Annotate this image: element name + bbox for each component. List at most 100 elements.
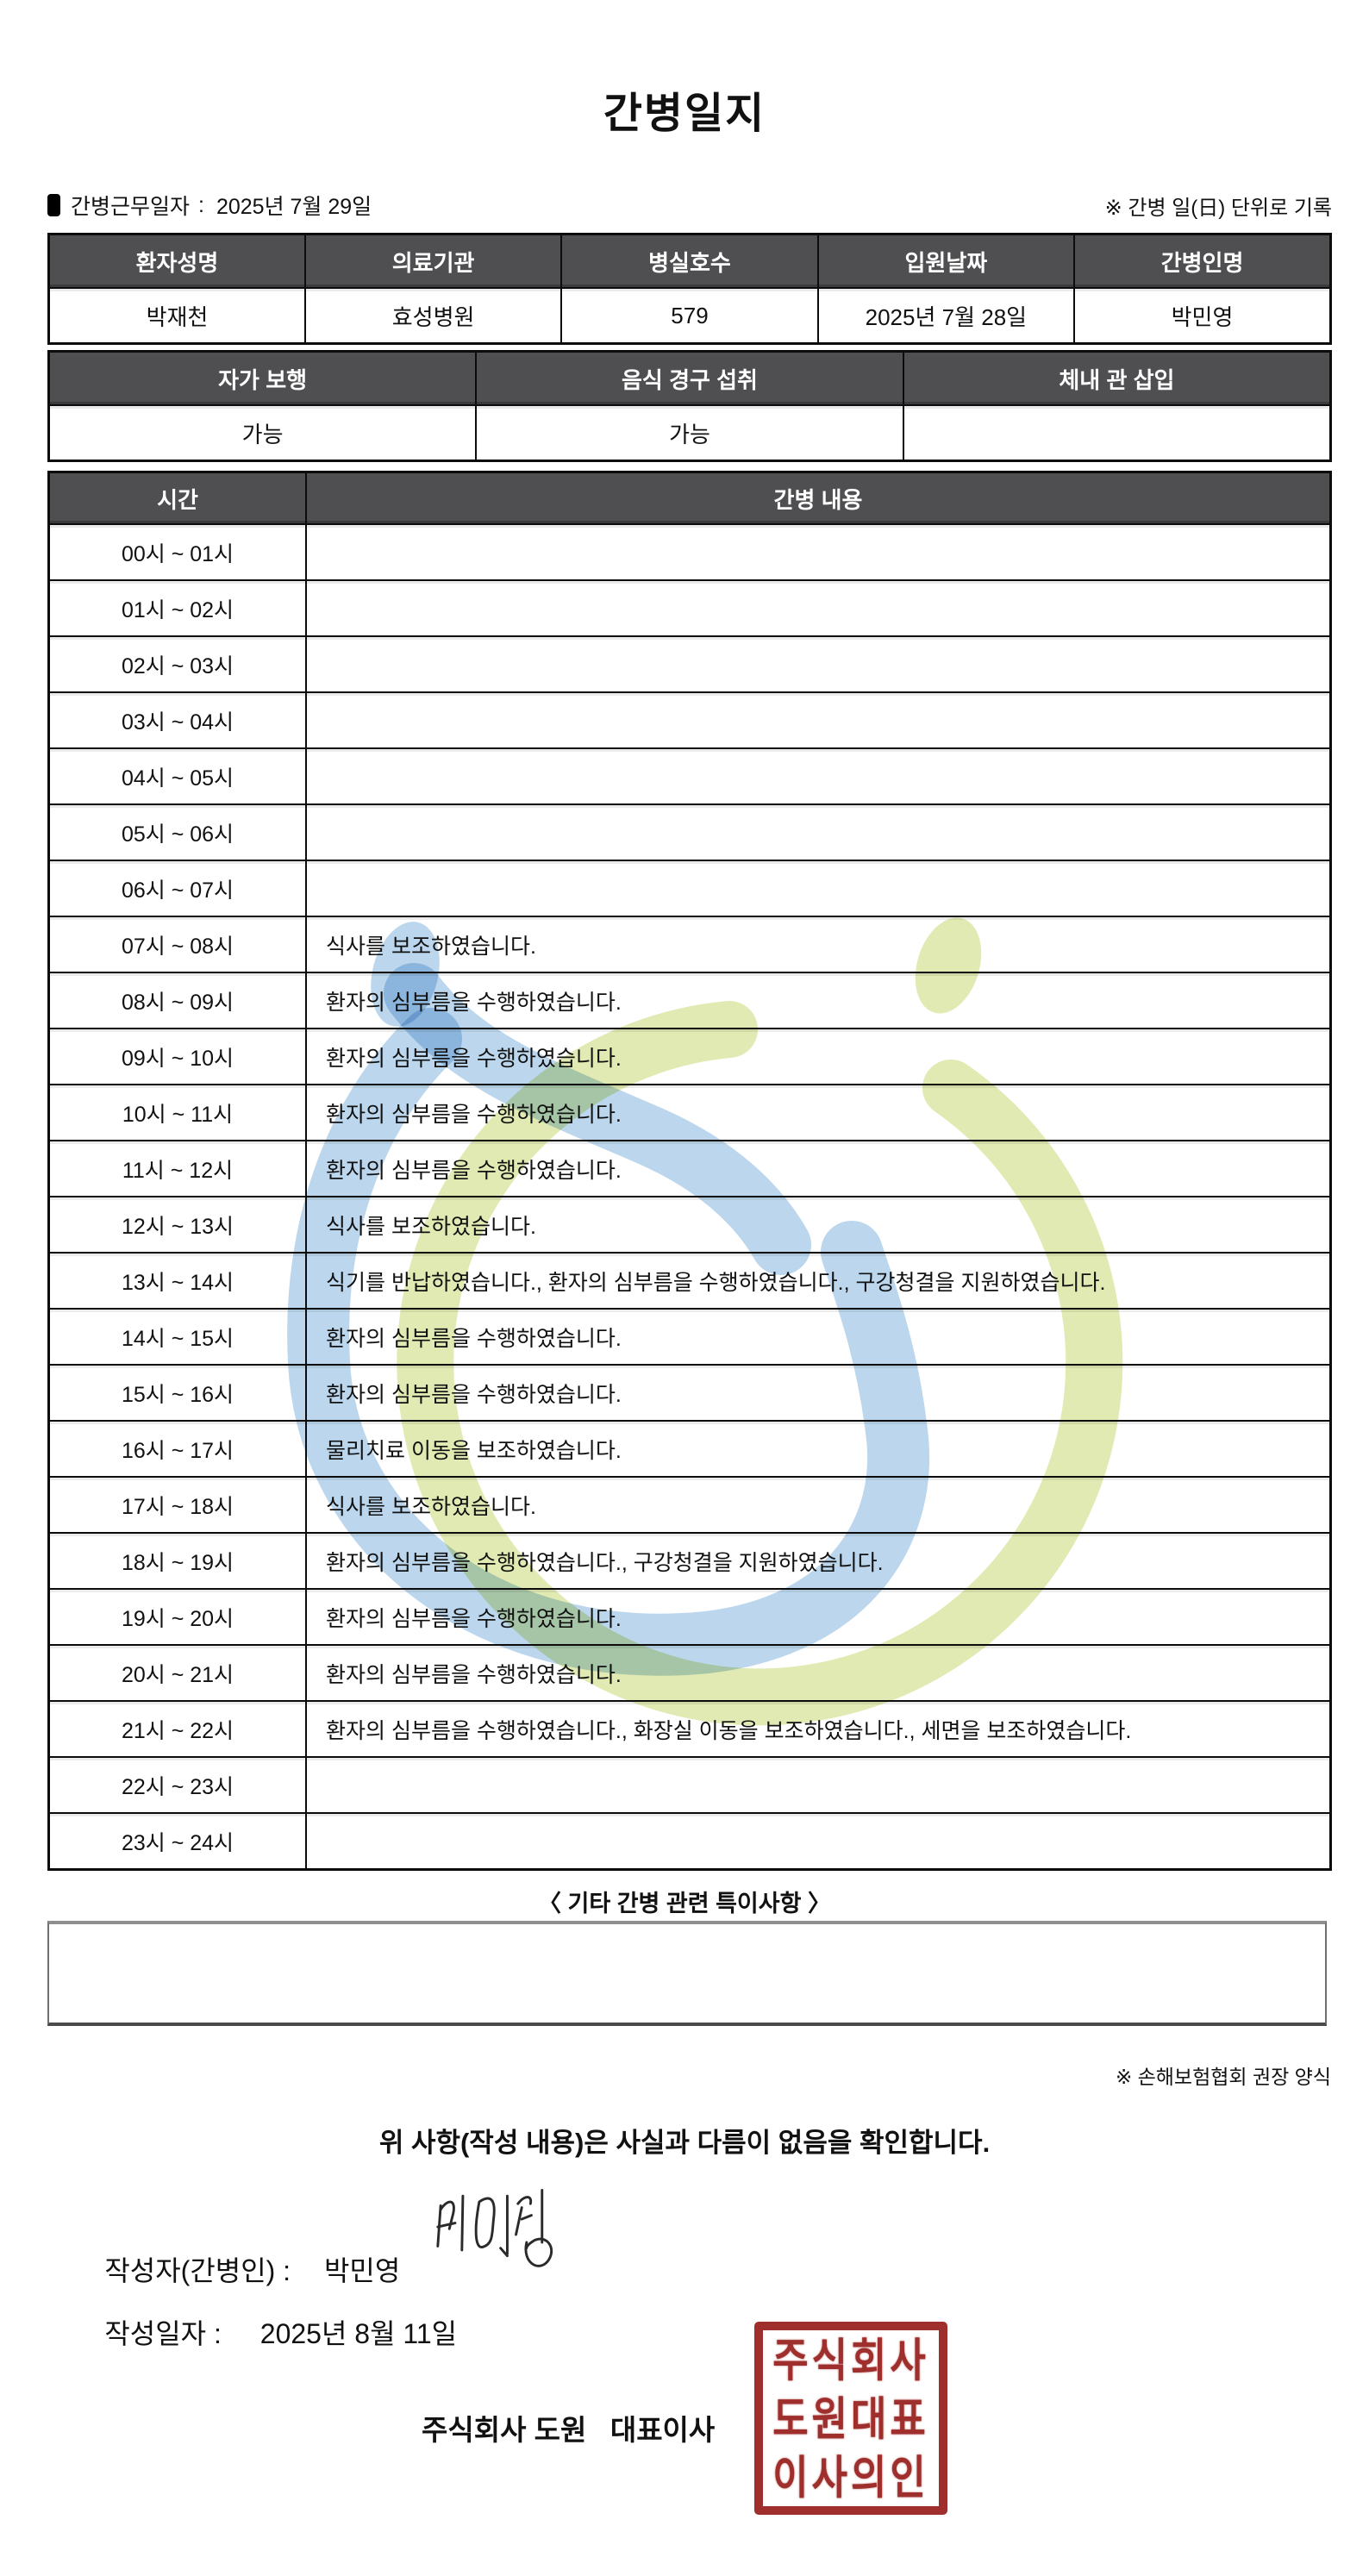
log-header-row: 시간 간병 내용	[47, 471, 1332, 525]
status-header-row: 자가 보행 음식 경구 섭취 체내 관 삽입	[47, 350, 1332, 406]
content-cell: 환자의 심부름을 수행하였습니다., 화장실 이동을 보조하였습니다., 세면을…	[305, 1700, 1332, 1758]
content-cell: 환자의 심부름을 수행하였습니다.	[305, 1028, 1332, 1085]
time-cell: 05시 ~ 06시	[47, 803, 307, 861]
unit-note: ※ 간병 일(日) 단위로 기록	[1104, 196, 1332, 220]
content-cell	[305, 747, 1332, 805]
time-cell: 15시 ~ 16시	[47, 1364, 307, 1422]
log-row-07: 07시 ~ 08시 식사를 보조하였습니다.	[47, 916, 1332, 973]
log-row-03: 03시 ~ 04시	[47, 691, 1332, 749]
log-row-13: 13시 ~ 14시 식기를 반납하였습니다., 환자의 심부름을 수행하였습니다.…	[47, 1252, 1332, 1310]
confirmation-statement: 위 사항(작성 내용)은 사실과 다름이 없음을 확인합니다.	[378, 2128, 991, 2158]
time-cell: 09시 ~ 10시	[47, 1028, 307, 1085]
value-cell-medical-institution: 효성병원	[303, 287, 563, 345]
log-row-19: 19시 ~ 20시 환자의 심부름을 수행하였습니다.	[47, 1588, 1332, 1646]
time-cell: 23시 ~ 24시	[47, 1812, 307, 1871]
log-row-10: 10시 ~ 11시 환자의 심부름을 수행하였습니다.	[47, 1084, 1332, 1141]
page-title: 간병일지	[603, 91, 766, 137]
stamp-line: 도원대표	[772, 2392, 929, 2445]
log-row-14: 14시 ~ 15시 환자의 심부름을 수행하였습니다.	[47, 1308, 1332, 1366]
header-cell-patient-name: 환자성명	[47, 233, 306, 289]
header-cell-caregiver-name: 간병인명	[1073, 233, 1332, 289]
content-cell: 환자의 심부름을 수행하였습니다.	[305, 1308, 1332, 1366]
time-cell: 17시 ~ 18시	[47, 1476, 307, 1534]
time-cell: 03시 ~ 04시	[47, 691, 307, 749]
log-row-00: 00시 ~ 01시	[47, 523, 1332, 581]
log-row-02: 02시 ~ 03시	[47, 635, 1332, 693]
time-cell: 04시 ~ 05시	[47, 747, 307, 805]
content-cell	[305, 579, 1332, 637]
time-cell: 06시 ~ 07시	[47, 860, 307, 917]
content-cell: 식사를 보조하였습니다.	[305, 1476, 1332, 1534]
value-cell-patient-name: 박재천	[47, 287, 306, 345]
work-date-separator: :	[198, 192, 204, 217]
header-cell-tube-insertion: 체내 관 삽입	[902, 350, 1332, 406]
special-notes-box	[47, 1921, 1327, 2026]
patient-info-table: 환자성명 의료기관 병실호수 입원날짜 간병인명 박재천 효성병원 579 20…	[47, 233, 1332, 345]
time-cell: 19시 ~ 20시	[47, 1588, 307, 1646]
log-row-23: 23시 ~ 24시	[47, 1812, 1332, 1871]
square-bullet-icon	[47, 194, 60, 216]
patient-status-table: 자가 보행 음식 경구 섭취 체내 관 삽입 가능 가능	[47, 350, 1332, 462]
writer-label: 작성자(간병인) :	[104, 2255, 298, 2286]
content-cell	[305, 1756, 1332, 1814]
content-cell	[305, 860, 1332, 917]
care-log-table: 시간 간병 내용 00시 ~ 01시 01시 ~ 02시 02시 ~ 03시 0…	[47, 471, 1332, 1871]
header-cell-time: 시간	[47, 471, 307, 525]
time-cell: 07시 ~ 08시	[47, 916, 307, 973]
content-cell: 환자의 심부름을 수행하였습니다.	[305, 972, 1332, 1029]
time-cell: 20시 ~ 21시	[47, 1644, 307, 1702]
log-row-16: 16시 ~ 17시 물리치료 이동을 보조하였습니다.	[47, 1420, 1332, 1478]
patient-value-row: 박재천 효성병원 579 2025년 7월 28일 박민영	[47, 287, 1332, 345]
content-cell	[305, 1812, 1332, 1871]
time-cell: 13시 ~ 14시	[47, 1252, 307, 1310]
time-cell: 00시 ~ 01시	[47, 523, 307, 581]
header-cell-self-walking: 자가 보행	[47, 350, 478, 406]
log-row-12: 12시 ~ 13시 식사를 보조하였습니다.	[47, 1196, 1332, 1254]
content-cell	[305, 635, 1332, 693]
written-date-value: 2025년 8월 11일	[259, 2318, 458, 2349]
work-date-value: 2025년 7월 29일	[216, 195, 372, 219]
time-cell: 12시 ~ 13시	[47, 1196, 307, 1254]
recommended-form-note: ※ 손해보험협회 권장 양식	[1115, 2066, 1331, 2088]
log-row-20: 20시 ~ 21시 환자의 심부름을 수행하였습니다.	[47, 1644, 1332, 1702]
patient-header-row: 환자성명 의료기관 병실호수 입원날짜 간병인명	[47, 233, 1332, 289]
log-row-06: 06시 ~ 07시	[47, 860, 1332, 917]
special-notes-title: 〈 기타 간병 관련 특이사항 〉	[538, 1891, 831, 1916]
header-cell-admission-date: 입원날짜	[816, 233, 1076, 289]
value-cell-room-number: 579	[560, 287, 819, 345]
log-row-11: 11시 ~ 12시 환자의 심부름을 수행하였습니다.	[47, 1140, 1332, 1197]
time-cell: 01시 ~ 02시	[47, 579, 307, 637]
header-cell-care-content: 간병 내용	[305, 471, 1332, 525]
content-cell: 환자의 심부름을 수행하였습니다.	[305, 1140, 1332, 1197]
time-cell: 10시 ~ 11시	[47, 1084, 307, 1141]
header-cell-room-number: 병실호수	[560, 233, 819, 289]
time-cell: 02시 ~ 03시	[47, 635, 307, 693]
company-line: 주식회사 도원 대표이사	[422, 2414, 716, 2446]
value-cell-caregiver-name: 박민영	[1073, 287, 1332, 345]
log-row-18: 18시 ~ 19시 환자의 심부름을 수행하였습니다., 구강청결을 지원하였습니…	[47, 1532, 1332, 1590]
content-cell	[305, 803, 1332, 861]
work-date-line: 간병근무일자 : 2025년 7월 29일	[47, 190, 372, 221]
content-cell: 물리치료 이동을 보조하였습니다.	[305, 1420, 1332, 1478]
value-cell-tube-insertion	[902, 404, 1332, 462]
writer-name: 박민영	[323, 2255, 401, 2286]
stamp-line: 주식회사	[772, 2333, 929, 2386]
time-cell: 21시 ~ 22시	[47, 1700, 307, 1758]
value-cell-oral-intake: 가능	[475, 404, 904, 462]
content-cell	[305, 523, 1332, 581]
content-cell: 식사를 보조하였습니다.	[305, 916, 1332, 973]
header-cell-medical-institution: 의료기관	[303, 233, 563, 289]
log-row-01: 01시 ~ 02시	[47, 579, 1332, 637]
log-row-21: 21시 ~ 22시 환자의 심부름을 수행하였습니다., 화장실 이동을 보조하였…	[47, 1700, 1332, 1758]
stamp-line: 이사의인	[772, 2450, 929, 2504]
header-cell-oral-intake: 음식 경구 섭취	[475, 350, 904, 406]
written-date-line: 작성일자 : 2025년 8월 11일	[59, 2280, 457, 2384]
log-row-15: 15시 ~ 16시 환자의 심부름을 수행하였습니다.	[47, 1364, 1332, 1422]
value-cell-self-walking: 가능	[47, 404, 478, 462]
content-cell: 식사를 보조하였습니다.	[305, 1196, 1332, 1254]
log-row-08: 08시 ~ 09시 환자의 심부름을 수행하였습니다.	[47, 972, 1332, 1029]
time-cell: 11시 ~ 12시	[47, 1140, 307, 1197]
work-date-label: 간병근무일자	[71, 195, 191, 219]
status-value-row: 가능 가능	[47, 404, 1332, 462]
